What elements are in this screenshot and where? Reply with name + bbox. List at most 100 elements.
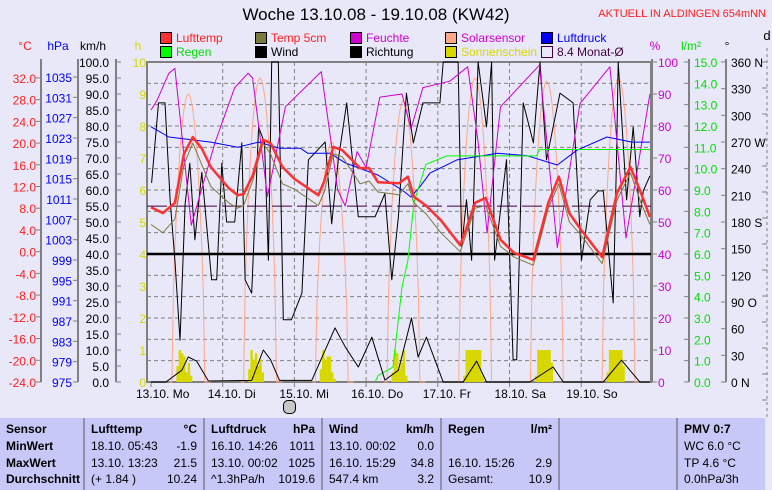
sunshine-bar [467, 350, 471, 382]
table-row: 16.10. 15:29 34.8 [329, 456, 434, 472]
sunshine-bar [613, 350, 616, 382]
table-column-sensor: Sensor MinWert MaxWert Durchschnitt [0, 418, 85, 490]
sunshine-bar [469, 350, 473, 382]
rain-tick-label: 2.0 [694, 333, 711, 347]
series-line-lufttemp [150, 135, 652, 262]
cell-value: 3.2 [417, 472, 434, 486]
legend-swatch [160, 32, 172, 44]
pressure-tick-label: 1019 [45, 152, 72, 166]
solarsensor-line [599, 77, 641, 383]
direction-tick-label: 330 [731, 83, 751, 97]
cell-label: MaxWert [6, 455, 56, 470]
humidity-tick-label: 40 [658, 248, 672, 262]
rain-tick-label: 14.0 [694, 77, 718, 91]
sun-tick-label: 2 [139, 312, 146, 326]
legend-item-regen: Regen [160, 45, 211, 59]
cell-label: MinWert [6, 439, 54, 453]
legend-swatch [350, 46, 362, 58]
live-station-label: AKTUELL IN ALDINGEN 654mNN [598, 8, 766, 20]
table-header: PMV 0:7 [684, 422, 759, 438]
cell-label: Regen [448, 422, 485, 436]
wind-tick-label: 0.0 [92, 376, 109, 390]
sunshine-bar [474, 350, 477, 382]
direction-tick-label: 0 N [731, 376, 750, 390]
direction-tick-label: 300 [731, 109, 751, 123]
rain-tick-label: 3.0 [694, 312, 711, 326]
cell-value: 10.24 [166, 472, 197, 486]
table-row: 13.10. 13:23 21.5 [91, 456, 197, 472]
temp-tick-label: -24.0 [9, 376, 37, 390]
pressure-tick-label: 1003 [45, 234, 72, 248]
wind-tick-label: 40.0 [86, 248, 110, 262]
legend-swatch [160, 46, 172, 58]
temp-tick-label: 20.0 [13, 137, 37, 151]
sun-unit-label: h [135, 39, 142, 53]
pressure-tick-label: 1035 [45, 71, 72, 85]
table-header: Luftdruck hPa [211, 422, 315, 438]
legend-item-lufttemp: Lufttemp [160, 31, 223, 45]
sunshine-bar [261, 372, 265, 382]
sunshine-bar [333, 378, 336, 382]
legend-label: Regen [176, 45, 212, 59]
cell-value: 1025 [288, 455, 315, 470]
sunshine-bar [404, 375, 408, 382]
wind-tick-label: 30.0 [86, 280, 110, 294]
sunshine-bar [319, 369, 323, 382]
pressure-tick-label: 999 [52, 254, 72, 268]
cell-label: Gesamt: [448, 472, 494, 486]
chart-title-text: Woche 13.10.08 - 19.10.08 (KW42) [242, 5, 510, 24]
temp-tick-label: 8.0 [19, 202, 36, 216]
table-row: (+ 1.84 ) 10.24 [91, 472, 197, 488]
cell-label: (+ 1.84 ) [91, 472, 137, 486]
legend-label: Wind [271, 45, 299, 59]
pressure-tick-label: 991 [52, 295, 72, 309]
direction-tick-label: 30 [731, 349, 745, 363]
temp-tick-label: 4.0 [19, 224, 36, 238]
x-tick-label: 14.10. Di [208, 387, 256, 401]
series-line-wind [151, 317, 650, 383]
legend-swatch [255, 32, 267, 44]
cell-label: 16.10. 14:26 [211, 439, 278, 453]
direction-tick-label: 210 [731, 189, 751, 203]
table-header: Regen l/m² [448, 422, 552, 438]
table-row: 13.10. 00:02 1025 [211, 456, 315, 472]
time-scroll-handle[interactable] [283, 400, 296, 414]
legend-item-solarsensor: Solarsensor [445, 31, 525, 45]
sunshine-bar [617, 350, 621, 382]
rain-tick-label: 11.0 [694, 141, 717, 155]
wind-tick-label: 5.0 [92, 360, 109, 374]
sunshine-bar [185, 372, 188, 382]
wind-tick-label: 45.0 [86, 232, 110, 246]
legend-swatch [445, 32, 457, 44]
pressure-tick-label: 1011 [46, 193, 72, 207]
solarsensor-line [168, 93, 211, 383]
temp-tick-label: -16.0 [9, 333, 37, 347]
wind-tick-label: 20.0 [86, 312, 110, 326]
legend-swatch [445, 46, 457, 58]
sun-tick-label: 7 [139, 152, 146, 166]
rain-tick-label: 12.0 [694, 120, 718, 134]
cell-label: PMV 0:7 [684, 422, 731, 436]
sunshine-bar [176, 366, 179, 382]
direction-tick-label: 180 S [731, 216, 762, 230]
cell-value: -1.9 [176, 439, 197, 453]
humidity-tick-label: 30 [658, 280, 672, 294]
pressure-tick-label: 995 [52, 274, 72, 288]
table-row: 13.10. 00:02 0.0 [329, 439, 434, 455]
pressure-tick-label: 1023 [45, 132, 72, 146]
pressure-tick-label: 1007 [45, 213, 72, 227]
cell-label: Durchschnitt [6, 472, 81, 486]
humidity-tick-label: 10 [658, 344, 672, 358]
x-tick-label: 19.10. So [566, 387, 618, 401]
table-header: Lufttemp °C [91, 422, 197, 438]
sunshine-bar [187, 362, 191, 382]
sunshine-bar [402, 350, 406, 382]
cell-label: Luftdruck [211, 422, 267, 436]
sun-tick-label: 8 [139, 120, 146, 134]
temp-tick-label: -20.0 [9, 354, 37, 368]
table-column-wind: Wind km/h 13.10. 00:02 0.0 16.10. 15:29 34.8 5… [323, 418, 442, 490]
cell-value: 1011 [289, 439, 315, 453]
sunshine-bar [541, 350, 545, 382]
table-row: 18.10. 05:43 -1.9 [91, 439, 197, 455]
rain-tick-label: 8.0 [694, 205, 711, 219]
